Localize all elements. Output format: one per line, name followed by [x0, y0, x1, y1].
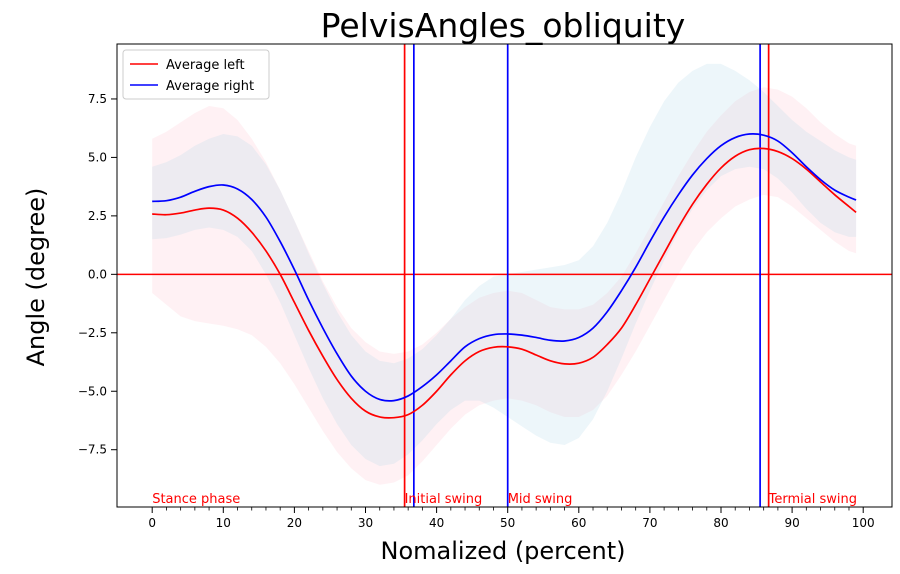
y-tick-label: −5.0 [78, 384, 107, 398]
legend-box [122, 49, 270, 100]
y-tick-label: 7.5 [88, 92, 107, 106]
y-tick-label: −2.5 [78, 326, 107, 340]
x-tick-label: 60 [571, 516, 586, 530]
phase-label-1: Initial swing [405, 492, 483, 507]
y-tick-label: 0.0 [88, 267, 107, 281]
y-tick-label: 2.5 [88, 209, 107, 223]
x-axis: 0 10 20 30 40 50 60 70 80 90 100 [148, 507, 875, 530]
phase-label-3: Termial swing [768, 492, 857, 507]
series-line-1 [152, 133, 857, 402]
x-axis-label: Nomalized (percent) [381, 537, 626, 565]
x-tick-label: 100 [852, 516, 875, 530]
series-line-0 [152, 147, 857, 419]
phase-label-0: Stance phase [152, 492, 240, 507]
chart-title: PelvisAngles_obliquity [321, 6, 686, 45]
legend-label-right: Average right [166, 79, 254, 94]
series-lines [152, 133, 857, 419]
phase-label-2: Mid swing [508, 492, 573, 507]
phase-labels: Stance phase Initial swing Mid swing Termia… [152, 492, 857, 507]
x-tick-label: 10 [216, 516, 231, 530]
y-tick-label: −7.5 [78, 443, 107, 457]
x-tick-label: 40 [429, 516, 444, 530]
legend-label-left: Average left [166, 58, 245, 73]
x-tick-label: 80 [713, 516, 728, 530]
x-tick-label: 50 [500, 516, 515, 530]
x-tick-label: 0 [148, 516, 156, 530]
y-tick-label: 5.0 [88, 150, 107, 164]
plot-frame [116, 43, 893, 508]
x-tick-label: 20 [287, 516, 302, 530]
legend: Average left Average right [122, 49, 270, 100]
y-axis: −7.5 −5.0 −2.5 0.0 2.5 5.0 7.5 [78, 92, 117, 457]
band-series-0 [152, 87, 857, 485]
reference-lines [117, 44, 892, 507]
x-tick-label: 30 [358, 516, 373, 530]
x-tick-label: 90 [784, 516, 799, 530]
y-axis-label: Angle (degree) [22, 188, 50, 367]
x-tick-label: 70 [642, 516, 657, 530]
